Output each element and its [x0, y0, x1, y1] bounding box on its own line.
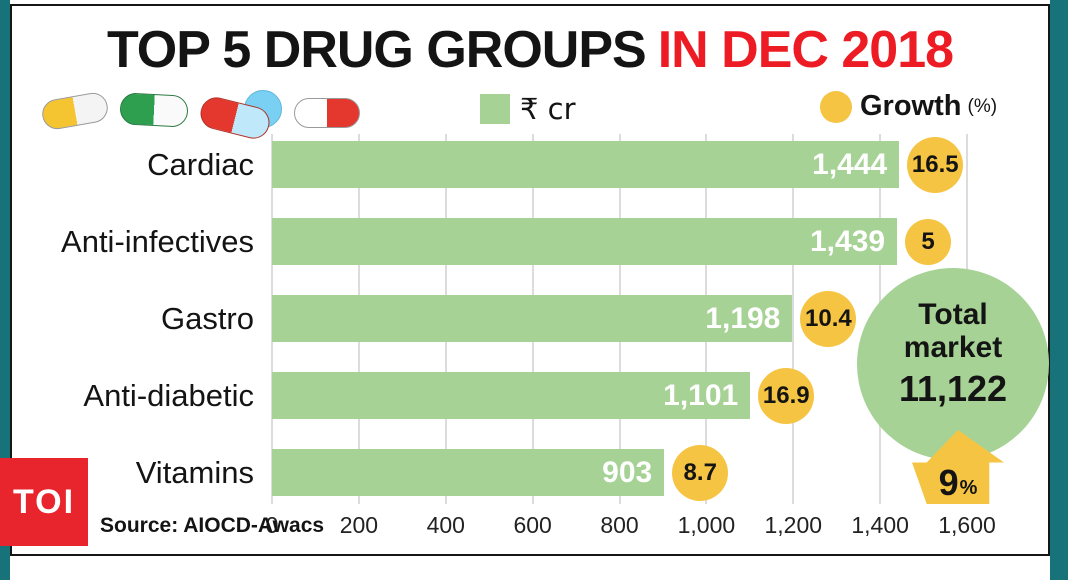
- category-label: Vitamins: [135, 455, 254, 490]
- gridline: [792, 134, 795, 504]
- x-axis-tick-label: 800: [600, 512, 639, 538]
- growth-badge: 16.9: [758, 367, 815, 424]
- growth-badge: 16.5: [907, 136, 964, 193]
- value-bar: 1,198: [272, 295, 793, 342]
- bar-color-swatch: [480, 94, 510, 124]
- chart-card: TOP 5 DRUG GROUPS IN DEC 2018 ₹ cr Growth…: [10, 4, 1050, 556]
- chart-title: TOP 5 DRUG GROUPS IN DEC 2018: [12, 20, 1048, 80]
- x-axis-tick-label: 0: [265, 512, 279, 538]
- right-edge-bar: [1050, 0, 1068, 580]
- value-bar: 1,439: [272, 218, 898, 265]
- bar-track: 1,198 10.4: [272, 290, 967, 347]
- chart-rows: Cardiac 1,444 16.5 Anti-infectives 1,439 5 Gas…: [12, 136, 1048, 526]
- bar-track: 1,101 16.9: [272, 367, 967, 424]
- bar-track: 1,444 16.5: [272, 136, 967, 193]
- legend-bars-label: ₹ cr: [520, 92, 576, 126]
- chart-row: Anti-diabetic 1,101 16.9: [12, 367, 1048, 424]
- legend-growth-unit: (%): [967, 95, 998, 117]
- category-label: Anti-diabetic: [83, 378, 254, 413]
- category-label: Anti-infectives: [61, 224, 254, 259]
- value-bar: 1,444: [272, 141, 900, 188]
- bar-value-label: 1,101: [663, 378, 739, 412]
- growth-badge: 8.7: [672, 444, 729, 501]
- x-axis-tick-label: 600: [513, 512, 552, 538]
- growth-badge: 10.4: [800, 290, 857, 347]
- legend-bars: ₹ cr: [480, 92, 576, 126]
- x-axis-tick-label: 200: [339, 512, 379, 538]
- legend-growth-label: Growth: [860, 90, 962, 122]
- growth-badge: 5: [905, 218, 952, 265]
- x-axis-tick-label: 1,400: [851, 512, 909, 538]
- bar-value-label: 903: [602, 455, 653, 489]
- bar-value-label: 1,439: [809, 224, 886, 258]
- bar-value-label: 1,444: [812, 147, 888, 181]
- x-axis: 0 200 400 600 800 1,000 1,200 1,400 1,600: [266, 512, 996, 542]
- bar-track: 903 8.7: [272, 444, 967, 501]
- x-axis-tick-label: 1,000: [677, 512, 736, 538]
- toi-logo: TOI: [0, 458, 88, 546]
- value-bar: 903: [272, 449, 665, 496]
- left-edge-bar: [0, 0, 10, 580]
- total-growth-unit: %: [959, 477, 978, 499]
- total-value: 11,122: [898, 368, 1008, 409]
- title-main: TOP 5 DRUG GROUPS: [106, 21, 647, 79]
- category-label: Gastro: [160, 301, 254, 336]
- chart-row: Vitamins 903 8.7: [12, 444, 1048, 501]
- source-note: Source: AIOCD-Awacs: [100, 514, 325, 537]
- capsule-icon: [119, 92, 189, 128]
- chart-row: Cardiac 1,444 16.5: [12, 136, 1048, 193]
- chart-row: Gastro 1,198 10.4: [12, 290, 1048, 347]
- bar-track: 1,439 5: [272, 218, 967, 265]
- total-market-badge: Total market 11,122: [857, 268, 1049, 460]
- x-axis-tick-label: 400: [426, 512, 465, 538]
- chart-row: Anti-infectives 1,439 5: [12, 218, 1048, 265]
- capsule-icon: [294, 98, 360, 128]
- growth-color-swatch: [820, 90, 852, 123]
- title-highlight: IN DEC 2018: [657, 21, 954, 79]
- capsule-icon: [39, 90, 111, 132]
- bar-value-label: 1,198: [705, 301, 781, 335]
- value-bar: 1,101: [272, 372, 751, 419]
- legend-growth: Growth (%): [820, 90, 997, 123]
- total-growth-value: 9: [938, 462, 959, 503]
- x-axis-tick-label: 1,600: [938, 512, 996, 538]
- total-label-line2: market: [903, 331, 1003, 364]
- total-label-line1: Total: [918, 298, 988, 331]
- toi-logo-text: TOI: [12, 482, 76, 521]
- category-label: Cardiac: [147, 147, 254, 182]
- x-axis-tick-label: 1,200: [764, 512, 823, 538]
